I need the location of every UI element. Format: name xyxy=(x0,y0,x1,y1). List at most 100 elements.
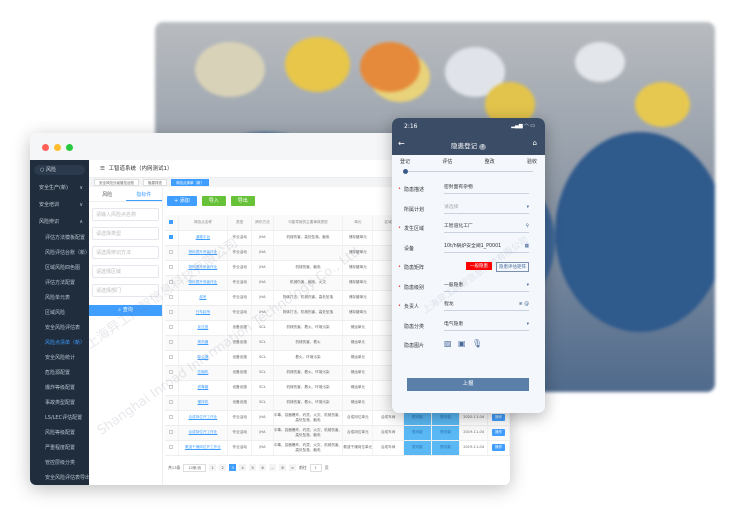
sidebar-item[interactable]: 事故类型配置 xyxy=(45,400,76,406)
close-dot[interactable] xyxy=(42,144,49,151)
page-button[interactable]: 5 xyxy=(249,464,257,471)
tab-tag[interactable]: 安全风险分级管控台账 xyxy=(94,179,139,186)
row-checkbox[interactable] xyxy=(169,429,174,434)
field-input[interactable]: 工智道化工厂 ⚲ xyxy=(444,223,529,233)
row-checkbox[interactable] xyxy=(169,399,174,404)
sidebar-item[interactable]: 风险点清单（新） xyxy=(45,340,86,346)
filter-input[interactable]: 请选择区域 xyxy=(92,265,159,278)
sidebar-search[interactable]: ○ 风险 xyxy=(34,165,85,175)
page-button[interactable]: 4 xyxy=(239,464,247,471)
image-upload-icon[interactable]: ▨ xyxy=(444,339,452,348)
risk-point-link[interactable]: 起吊 xyxy=(178,290,229,306)
row-checkbox[interactable] xyxy=(169,354,174,359)
operate-button[interactable]: 操作 xyxy=(492,414,506,421)
risk-point-link[interactable]: 道路平台 xyxy=(178,230,229,246)
row-checkbox[interactable] xyxy=(169,234,174,239)
risk-point-link[interactable]: 搅拌机 xyxy=(178,395,229,411)
field-input[interactable]: 密封面有杂物 xyxy=(444,184,529,194)
filter-input[interactable]: 请选择辨识方法 xyxy=(92,246,159,259)
risk-point-link[interactable]: 合成岗位开工作业 xyxy=(178,425,229,441)
row-checkbox[interactable] xyxy=(169,444,174,449)
page-button[interactable]: 8 xyxy=(279,464,287,471)
row-checkbox[interactable] xyxy=(169,414,174,419)
risk-point-link[interactable]: 行车起吊 xyxy=(178,305,229,321)
sidebar-item[interactable]: 管控层级分类 xyxy=(45,460,76,466)
minimize-dot[interactable] xyxy=(54,144,61,151)
sidebar-group[interactable]: 安全生产(新) ∨ xyxy=(30,180,89,197)
field-icon[interactable]: ▦ xyxy=(524,243,529,249)
sidebar-item[interactable]: LS/LEC评估配置 xyxy=(45,415,83,421)
goto-input[interactable]: 1 xyxy=(309,463,322,472)
sidebar-item[interactable]: 风险评估台账（新） xyxy=(45,250,89,256)
filter-input[interactable]: 请选择类型 xyxy=(92,227,159,240)
field-icon[interactable]: ⊗ @ xyxy=(518,302,529,307)
page-button[interactable]: 3 xyxy=(229,464,237,471)
sidebar-item[interactable]: 安全风险统计 xyxy=(45,355,76,361)
maximize-dot[interactable] xyxy=(66,144,73,151)
field-input[interactable]: 10t/h锅炉安全阀1_P0001 ▦ xyxy=(444,243,529,253)
row-checkbox[interactable] xyxy=(169,324,174,329)
field-input[interactable]: 一般隐患 ▾ xyxy=(444,282,529,292)
risk-point-link[interactable]: 物料提升吊装作业 xyxy=(178,260,229,276)
risk-point-link[interactable]: 压缩机 xyxy=(178,365,229,381)
import-button[interactable]: 导入 xyxy=(201,196,226,206)
field-input[interactable]: 请选择 ▾ xyxy=(444,204,529,214)
filter-tab-indicator[interactable]: 指标件 xyxy=(125,188,162,201)
sidebar-item[interactable]: 评估方法配置 xyxy=(45,280,76,286)
sidebar-group[interactable]: 安全培训 ∨ xyxy=(30,197,89,214)
matrix-button[interactable]: 隐患评估矩阵 xyxy=(496,262,529,272)
row-checkbox[interactable] xyxy=(169,249,174,254)
field-icon[interactable]: ▾ xyxy=(526,204,529,210)
filter-tab-risk[interactable]: 风险 xyxy=(102,192,113,198)
submit-button[interactable]: 上报 xyxy=(407,378,529,391)
risk-point-link[interactable]: 反应釜 xyxy=(178,320,229,336)
tab-tag[interactable]: 风险点清单（新） xyxy=(171,179,209,186)
microphone-icon[interactable]: 🎙 xyxy=(472,339,483,348)
help-icon[interactable]: ? xyxy=(479,144,486,150)
operate-button[interactable]: 操作 xyxy=(492,444,506,451)
sidebar-item[interactable]: 评估方法模板配置 xyxy=(45,235,86,241)
row-checkbox[interactable] xyxy=(169,309,174,314)
sidebar-item[interactable]: 风险等级配置 xyxy=(45,430,76,436)
risk-point-link[interactable]: 除尘器 xyxy=(178,350,229,366)
operate-button[interactable]: 操作 xyxy=(492,429,506,436)
row-checkbox[interactable] xyxy=(169,264,174,269)
page-button[interactable]: 6 xyxy=(259,464,267,471)
risk-point-link[interactable]: 氨渣干燥岗位开工作业 xyxy=(178,440,229,456)
risk-point-link[interactable]: 物料提升吊装作业 xyxy=(178,245,229,261)
home-icon[interactable]: ⌂ xyxy=(532,139,537,147)
filter-input[interactable]: 请输入风险点名称 xyxy=(92,208,159,221)
page-size-select[interactable]: 10条/页 xyxy=(183,463,207,472)
sidebar-item[interactable]: 危险源配置 xyxy=(45,370,71,376)
add-button[interactable]: + 添加 xyxy=(167,196,197,206)
page-button[interactable]: 1 xyxy=(209,464,217,471)
export-button[interactable]: 导出 xyxy=(230,196,255,206)
row-checkbox[interactable] xyxy=(169,294,174,299)
back-arrow-icon[interactable]: ← xyxy=(398,139,405,148)
row-checkbox[interactable] xyxy=(169,384,174,389)
row-checkbox[interactable] xyxy=(169,369,174,374)
sidebar-item[interactable]: 严重程度配置 xyxy=(45,445,76,451)
menu-icon[interactable]: ☰ xyxy=(100,166,105,172)
page-button[interactable]: > xyxy=(289,464,297,471)
field-icon[interactable]: ▾ xyxy=(526,282,529,288)
sidebar-item[interactable]: 安全风险评估表导出 xyxy=(45,475,89,481)
row-checkbox[interactable] xyxy=(169,279,174,284)
risk-point-link[interactable]: 物料提升吊装作业 xyxy=(178,275,229,291)
field-input[interactable]: 程龙 ⊗ @ xyxy=(444,301,529,311)
sidebar-item[interactable]: 区域风险四色图 xyxy=(45,265,81,271)
risk-point-link[interactable]: 换热器 xyxy=(178,335,229,351)
page-button[interactable]: ... xyxy=(269,464,277,471)
sidebar-item[interactable]: 安全风险评估表 xyxy=(45,325,81,331)
sidebar-item[interactable]: 爆炸等级配置 xyxy=(45,385,76,391)
risk-point-link[interactable]: 滤毒罐 xyxy=(178,380,229,396)
page-button[interactable]: 2 xyxy=(219,464,227,471)
sidebar-group[interactable]: 风险辨识 ∧ xyxy=(30,214,89,231)
sidebar-item[interactable]: 风险单元表 xyxy=(45,295,71,301)
camera-icon[interactable]: ▣ xyxy=(458,339,466,348)
field-input[interactable]: 电气隐患 ▾ xyxy=(444,321,529,331)
tab-tag[interactable]: 隐患排查 xyxy=(143,179,167,186)
field-icon[interactable]: ▾ xyxy=(526,321,529,327)
field-icon[interactable]: ⚲ xyxy=(525,224,529,229)
filter-input[interactable]: 请选择部门 xyxy=(92,284,159,297)
